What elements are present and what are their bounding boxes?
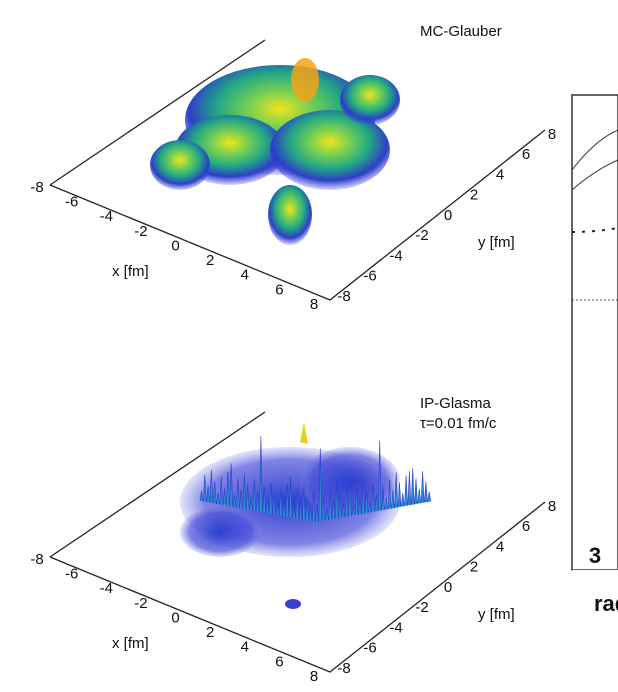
y-tick-label: -4: [389, 619, 402, 636]
x-tick-label: -2: [134, 595, 147, 612]
x-axis-label: x [fm]: [112, 263, 149, 280]
y-tick-label: 8: [548, 126, 556, 143]
x-tick-label: -4: [100, 208, 113, 225]
y-axis-label: y [fm]: [478, 234, 515, 251]
x-tick-label: -4: [100, 580, 113, 597]
x-tick-label: 2: [206, 624, 214, 641]
y-tick-label: -6: [363, 640, 376, 657]
y-tick-label: 4: [496, 538, 504, 555]
tick-label: 3: [589, 543, 601, 568]
y-tick-label: 0: [444, 207, 452, 224]
y-tick-label: 0: [444, 579, 452, 596]
y-axis-label: y [fm]: [478, 606, 515, 623]
y-tick-label: 6: [522, 146, 530, 163]
y-tick-label: 2: [470, 187, 478, 204]
surface-spikes: [199, 435, 431, 523]
axis-label-fragment: rad): [594, 591, 618, 616]
x-tick-label: 0: [171, 609, 179, 626]
y-tick-label: -8: [337, 660, 350, 677]
x-tick-label: -6: [65, 566, 78, 583]
x-axis-label: x [fm]: [112, 635, 149, 652]
y-tick-label: -6: [363, 268, 376, 285]
x-tick-label: -8: [30, 551, 43, 568]
surface-blob: [270, 110, 390, 190]
x-tick-label: 0: [171, 237, 179, 254]
x-tick-label: 8: [310, 296, 318, 313]
y-tick-label: -4: [389, 247, 402, 264]
x-tick-label: 6: [275, 653, 283, 670]
surface-panel: MC-Glauber -8 -6 -4 -2 0 2 4 6 8 -8 -6 -4 -2 0 2 4 6 8 x [f…: [30, 23, 556, 313]
x-tick-label: 4: [241, 639, 249, 656]
y-tick-label: 6: [522, 518, 530, 535]
y-tick-label: 4: [496, 166, 504, 183]
panel-title: MC-Glauber: [420, 23, 502, 40]
surface-blob: [150, 140, 210, 190]
y-tick-label: -8: [337, 288, 350, 305]
y-tick-label: 2: [470, 559, 478, 576]
x-tick-label: 6: [275, 281, 283, 298]
axes-box: [49, 411, 546, 673]
surface-blob: [180, 507, 260, 557]
axes-box: [49, 39, 546, 301]
panels: MC-Glauber -8 -6 -4 -2 0 2 4 6 8 -8 -6 -4 -2 0 2 4 6 8 x [f…: [30, 23, 556, 685]
surface-peak: [300, 422, 308, 444]
background-plot: 3 rad): [571, 94, 618, 687]
panel-title: τ=0.01 fm/c: [420, 415, 497, 432]
surface-blob: [340, 75, 400, 125]
surface-peak: [291, 58, 319, 102]
x-tick-label: -6: [65, 194, 78, 211]
y-tick-label: 8: [548, 498, 556, 515]
x-tick-label: 8: [310, 668, 318, 685]
x-tick-label: 2: [206, 252, 214, 269]
y-tick-label: -2: [415, 599, 428, 616]
surface-blob: [285, 599, 301, 609]
surface-blob: [268, 185, 312, 245]
y-tick-label: -2: [415, 227, 428, 244]
x-tick-label: -8: [30, 179, 43, 196]
panel-title: IP-Glasma: [420, 395, 492, 412]
x-tick-label: -2: [134, 223, 147, 240]
x-tick-label: 4: [241, 267, 249, 284]
